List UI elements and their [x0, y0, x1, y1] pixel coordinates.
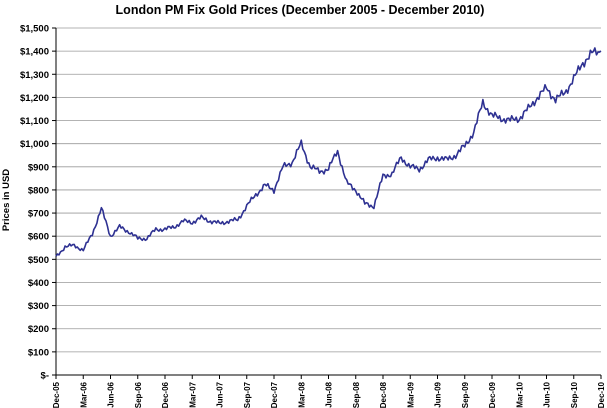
- x-tick-label: Mar-10: [515, 381, 524, 407]
- x-tick-label: Mar-06: [79, 381, 88, 407]
- x-tick-label: Mar-09: [406, 381, 415, 407]
- x-tick-label: Dec-06: [161, 381, 170, 408]
- x-tick-label: Dec-10: [597, 381, 606, 408]
- y-tick-labels: $- $100 $200 $300 $400 $500 $600 $700 $800 $900 $1…: [20, 24, 56, 382]
- y-tick-label: $1,400: [20, 47, 49, 58]
- y-tick-label: $1,300: [20, 70, 49, 81]
- y-tick-label: $900: [28, 162, 49, 173]
- x-tick-label: Sep-06: [134, 381, 143, 408]
- x-tick-label: Dec-09: [488, 381, 497, 408]
- x-tick-label: Sep-09: [461, 381, 470, 408]
- y-axis-label: Prices in USD: [1, 169, 12, 231]
- y-tick-label: $300: [28, 301, 49, 312]
- x-tick-label: Mar-08: [297, 381, 306, 407]
- x-tick-label: Dec-08: [379, 381, 388, 408]
- series-line: [55, 47, 602, 257]
- y-tick-label: $800: [28, 185, 49, 196]
- y-tick-label: $1,200: [20, 93, 49, 104]
- y-tick-label: $400: [28, 278, 49, 289]
- x-tick-labels: Dec-05 Mar-06 Jun-06 Sep-06 Dec-06 Mar-07 Jun-…: [52, 375, 606, 408]
- x-tick-label: Mar-07: [188, 381, 197, 407]
- chart-title: London PM Fix Gold Prices (December 2005…: [116, 3, 485, 17]
- x-tick-label: Dec-05: [52, 381, 61, 408]
- y-tick-label: $600: [28, 232, 49, 243]
- x-tick-label: Sep-10: [570, 381, 579, 408]
- x-tick-label: Sep-07: [243, 381, 252, 408]
- x-tick-label: Jun-06: [107, 381, 116, 407]
- y-tick-label: $100: [28, 347, 49, 358]
- gridlines: [56, 27, 601, 353]
- y-tick-label: $200: [28, 324, 49, 335]
- y-tick-label: $-: [41, 371, 49, 382]
- x-tick-label: Jun-07: [216, 381, 225, 407]
- x-tick-label: Jun-10: [543, 381, 552, 407]
- y-tick-label: $1,100: [20, 116, 49, 127]
- y-tick-label: $1,000: [20, 139, 49, 150]
- y-tick-label: $1,500: [20, 24, 49, 35]
- x-tick-label: Jun-09: [434, 381, 443, 407]
- y-tick-label: $500: [28, 255, 49, 266]
- x-tick-label: Dec-07: [270, 381, 279, 408]
- y-tick-label: $700: [28, 209, 49, 220]
- x-tick-label: Jun-08: [325, 381, 334, 407]
- x-tick-label: Sep-08: [352, 381, 361, 408]
